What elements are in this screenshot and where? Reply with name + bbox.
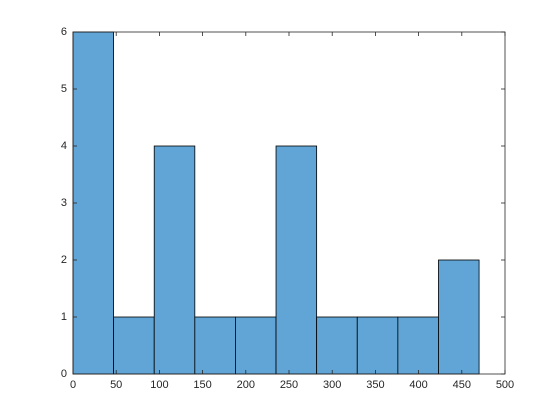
y-tick-label: 1 bbox=[61, 311, 67, 323]
bar bbox=[72, 31, 115, 375]
y-tick-label: 6 bbox=[61, 26, 67, 38]
y-tick-label: 0 bbox=[61, 368, 67, 380]
y-tick-label: 5 bbox=[61, 83, 67, 95]
x-tick-label: 250 bbox=[280, 379, 298, 391]
x-tick-label: 300 bbox=[323, 379, 341, 391]
x-tick-label: 150 bbox=[193, 379, 211, 391]
bar bbox=[316, 316, 358, 375]
bar bbox=[194, 316, 236, 375]
x-tick-label: 200 bbox=[237, 379, 255, 391]
y-tick-label: 3 bbox=[61, 197, 67, 209]
x-tick-label: 450 bbox=[453, 379, 471, 391]
bar bbox=[275, 145, 318, 375]
x-tick-label: 500 bbox=[496, 379, 514, 391]
bar bbox=[113, 316, 155, 375]
x-tick-label: 400 bbox=[409, 379, 427, 391]
bar bbox=[438, 259, 480, 375]
y-tick-label: 4 bbox=[61, 140, 67, 152]
x-tick-label: 350 bbox=[366, 379, 384, 391]
bar bbox=[356, 316, 399, 375]
x-tick-label: 50 bbox=[110, 379, 122, 391]
bar bbox=[397, 316, 439, 375]
y-tick-label: 2 bbox=[61, 254, 67, 266]
bar bbox=[153, 145, 196, 375]
x-tick-label: 100 bbox=[150, 379, 168, 391]
x-tick-label: 0 bbox=[70, 379, 76, 391]
bar bbox=[235, 316, 277, 375]
